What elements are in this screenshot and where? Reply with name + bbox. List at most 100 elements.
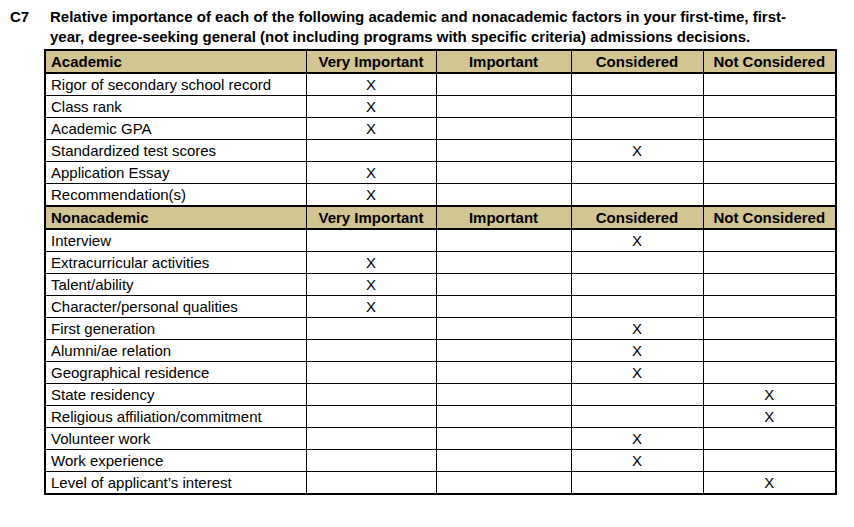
empty-rating-cell bbox=[306, 140, 436, 162]
rating-mark-cell: X bbox=[703, 406, 836, 428]
empty-rating-cell bbox=[703, 229, 836, 252]
empty-rating-cell bbox=[436, 296, 571, 318]
table-row: Character/personal qualitiesX bbox=[45, 296, 836, 318]
rating-mark-cell: X bbox=[306, 274, 436, 296]
factor-label: Work experience bbox=[45, 450, 306, 472]
table-row: Academic GPAX bbox=[45, 118, 836, 140]
rating-mark-cell: X bbox=[306, 96, 436, 118]
empty-rating-cell bbox=[436, 318, 571, 340]
empty-rating-cell bbox=[306, 384, 436, 406]
empty-rating-cell bbox=[306, 406, 436, 428]
empty-rating-cell bbox=[436, 428, 571, 450]
empty-rating-cell bbox=[703, 118, 836, 140]
empty-rating-cell bbox=[436, 252, 571, 274]
empty-rating-cell bbox=[436, 229, 571, 252]
factor-label: Level of applicant’s interest bbox=[45, 472, 306, 495]
column-header-cell: Considered bbox=[571, 50, 703, 73]
rating-mark-cell: X bbox=[703, 472, 836, 495]
empty-rating-cell bbox=[436, 73, 571, 96]
section-header-row: NonacademicVery ImportantImportantConsid… bbox=[45, 206, 836, 229]
empty-rating-cell bbox=[703, 274, 836, 296]
empty-rating-cell bbox=[436, 362, 571, 384]
column-header-cell: Important bbox=[436, 206, 571, 229]
empty-rating-cell bbox=[703, 162, 836, 184]
factor-label: Academic GPA bbox=[45, 118, 306, 140]
section-title-cell: Academic bbox=[45, 50, 306, 73]
factor-label: Standardized test scores bbox=[45, 140, 306, 162]
empty-rating-cell bbox=[306, 472, 436, 495]
rating-mark-cell: X bbox=[571, 428, 703, 450]
question-id: C7 bbox=[10, 7, 50, 27]
table-row: State residency X bbox=[45, 384, 836, 406]
question-header: C7 Relative importance of each of the fo… bbox=[10, 7, 844, 47]
rating-mark-cell: X bbox=[306, 252, 436, 274]
factor-label: State residency bbox=[45, 384, 306, 406]
table-row: Alumni/ae relation X bbox=[45, 340, 836, 362]
empty-rating-cell bbox=[571, 406, 703, 428]
rating-mark-cell: X bbox=[571, 340, 703, 362]
document-page: C7 Relative importance of each of the fo… bbox=[0, 0, 854, 527]
table-row: Talent/abilityX bbox=[45, 274, 836, 296]
empty-rating-cell bbox=[436, 96, 571, 118]
table-row: First generation X bbox=[45, 318, 836, 340]
factor-label: Volunteer work bbox=[45, 428, 306, 450]
factor-label: Extracurricular activities bbox=[45, 252, 306, 274]
factor-label: Religious affiliation/commitment bbox=[45, 406, 306, 428]
empty-rating-cell bbox=[306, 362, 436, 384]
empty-rating-cell bbox=[703, 252, 836, 274]
empty-rating-cell bbox=[436, 118, 571, 140]
admissions-factors-table: AcademicVery ImportantImportantConsidere… bbox=[44, 49, 837, 495]
factor-label: First generation bbox=[45, 318, 306, 340]
factors-table-body: AcademicVery ImportantImportantConsidere… bbox=[45, 50, 836, 494]
table-row: Application EssayX bbox=[45, 162, 836, 184]
question-title: Relative importance of each of the follo… bbox=[50, 7, 806, 47]
table-row: Religious affiliation/commitment X bbox=[45, 406, 836, 428]
column-header-cell: Very Important bbox=[306, 50, 436, 73]
empty-rating-cell bbox=[703, 184, 836, 207]
empty-rating-cell bbox=[306, 428, 436, 450]
table-row: Geographical residenceX bbox=[45, 362, 836, 384]
factor-label: Recommendation(s) bbox=[45, 184, 306, 207]
section-title-cell: Nonacademic bbox=[45, 206, 306, 229]
rating-mark-cell: X bbox=[571, 140, 703, 162]
column-header-cell: Not Considered bbox=[703, 50, 836, 73]
rating-mark-cell: X bbox=[306, 184, 436, 207]
empty-rating-cell bbox=[436, 472, 571, 495]
section-header-row: AcademicVery ImportantImportantConsidere… bbox=[45, 50, 836, 73]
rating-mark-cell: X bbox=[306, 296, 436, 318]
empty-rating-cell bbox=[436, 162, 571, 184]
empty-rating-cell bbox=[703, 73, 836, 96]
empty-rating-cell bbox=[571, 472, 703, 495]
empty-rating-cell bbox=[703, 96, 836, 118]
empty-rating-cell bbox=[571, 296, 703, 318]
table-row: Work experienceX bbox=[45, 450, 836, 472]
table-row: Class rankX bbox=[45, 96, 836, 118]
empty-rating-cell bbox=[571, 384, 703, 406]
empty-rating-cell bbox=[436, 384, 571, 406]
table-row: Rigor of secondary school recordX bbox=[45, 73, 836, 96]
empty-rating-cell bbox=[306, 450, 436, 472]
table-row: Volunteer work X bbox=[45, 428, 836, 450]
factor-label: Interview bbox=[45, 229, 306, 252]
empty-rating-cell bbox=[571, 252, 703, 274]
rating-mark-cell: X bbox=[306, 118, 436, 140]
table-row: Extracurricular activitiesX bbox=[45, 252, 836, 274]
rating-mark-cell: X bbox=[703, 384, 836, 406]
factor-label: Alumni/ae relation bbox=[45, 340, 306, 362]
factor-label: Application Essay bbox=[45, 162, 306, 184]
empty-rating-cell bbox=[703, 140, 836, 162]
empty-rating-cell bbox=[571, 274, 703, 296]
factor-label: Geographical residence bbox=[45, 362, 306, 384]
column-header-cell: Important bbox=[436, 50, 571, 73]
empty-rating-cell bbox=[703, 296, 836, 318]
rating-mark-cell: X bbox=[306, 162, 436, 184]
empty-rating-cell bbox=[571, 96, 703, 118]
column-header-cell: Not Considered bbox=[703, 206, 836, 229]
rating-mark-cell: X bbox=[571, 229, 703, 252]
empty-rating-cell bbox=[436, 140, 571, 162]
empty-rating-cell bbox=[703, 340, 836, 362]
rating-mark-cell: X bbox=[571, 318, 703, 340]
empty-rating-cell bbox=[436, 406, 571, 428]
table-row: Level of applicant’s interest X bbox=[45, 472, 836, 495]
empty-rating-cell bbox=[703, 362, 836, 384]
